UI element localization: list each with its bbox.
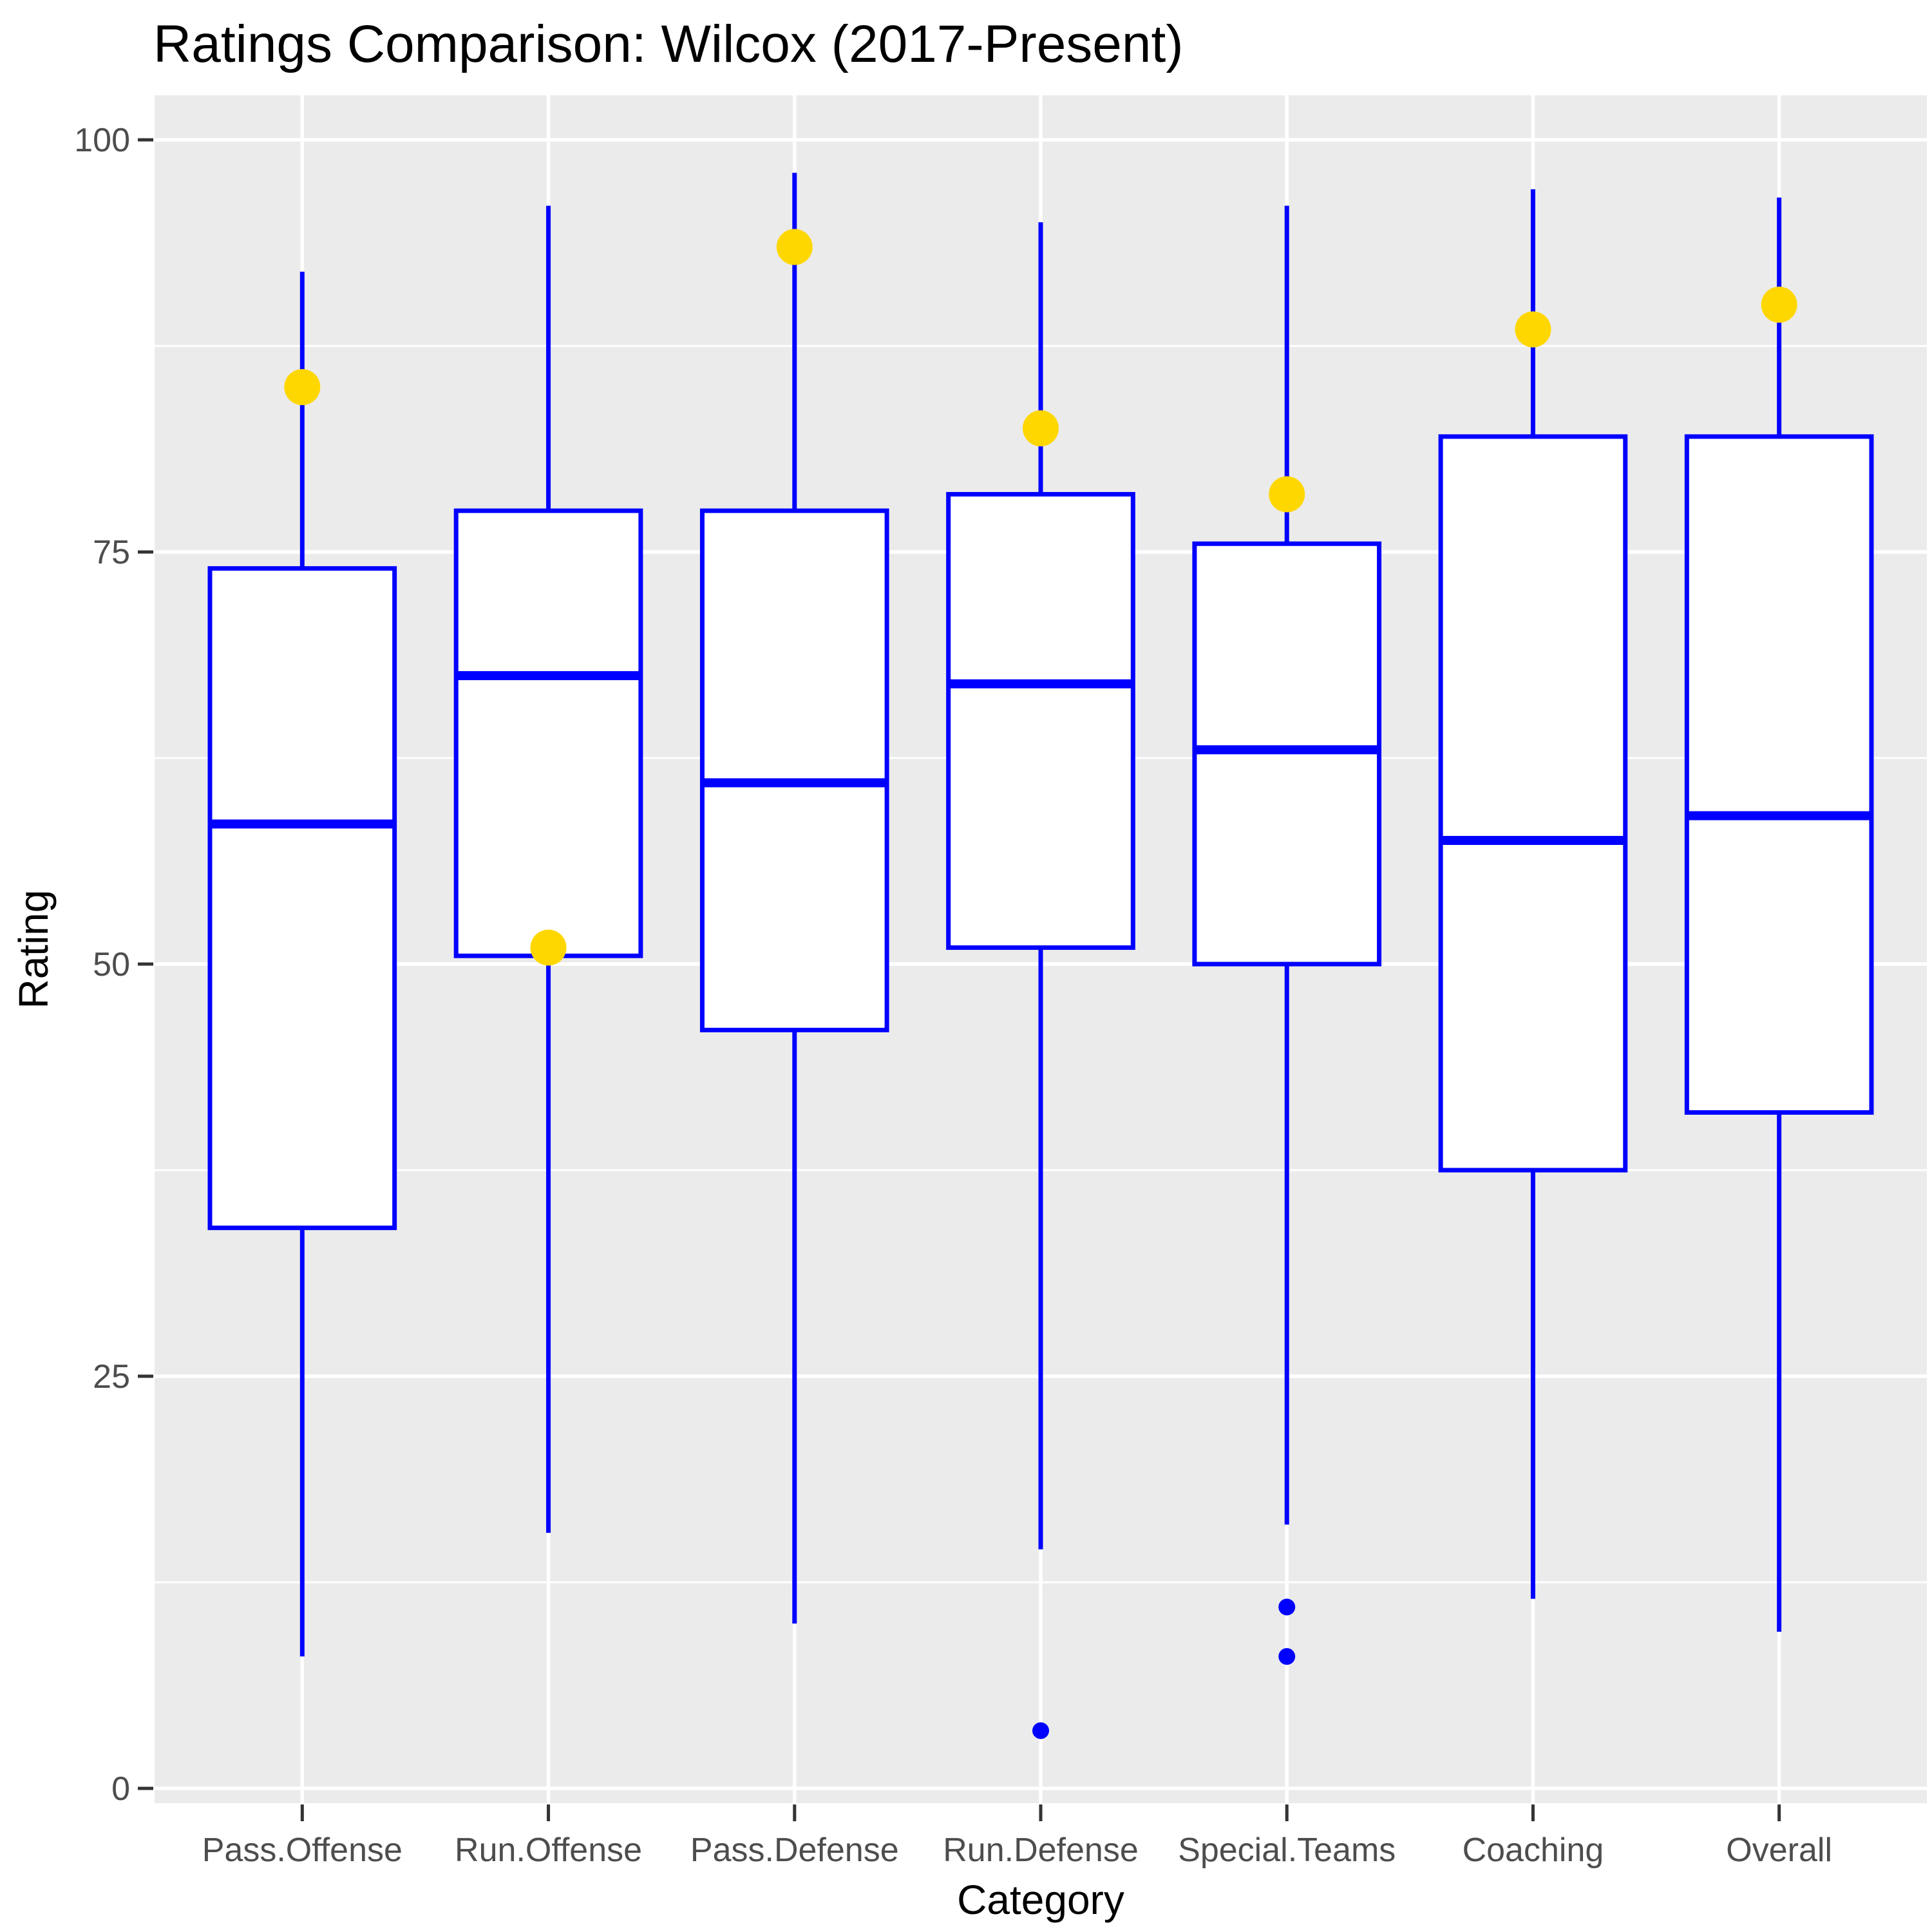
axis-layer: 0 25 50 75 100 Pass.Offense Run.Offense Pass.De… (74, 122, 1832, 1869)
y-tick-label-25: 25 (93, 1358, 130, 1396)
boxplot-coaching (1438, 189, 1628, 1599)
outlier-dot-special-teams-1 (1278, 1648, 1296, 1665)
iqr-box-coaching (1438, 434, 1628, 1173)
iqr-box-run-defense (946, 491, 1135, 950)
highlight-dot-pass-offense (284, 369, 321, 406)
x-tick-label-pass-defense: Pass.Defense (690, 1832, 899, 1869)
y-tick-label-50: 50 (93, 946, 130, 983)
x-tick-label-run-offense: Run.Offense (455, 1832, 642, 1869)
boxplot-pass-defense (699, 173, 889, 1624)
iqr-box-pass-defense (699, 508, 889, 1032)
iqr-box-pass-offense (207, 566, 397, 1231)
highlight-dot-run-offense (530, 929, 567, 966)
boxplot-pass-offense (207, 271, 397, 1657)
boxplot-overall (1684, 197, 1874, 1632)
x-tick-label-coaching: Coaching (1463, 1832, 1604, 1869)
chart-title: Ratings Comparison: Wilcox (2017-Present… (153, 15, 1184, 73)
y-tick-label-100: 100 (74, 122, 130, 159)
highlight-dot-run-defense (1023, 410, 1059, 447)
x-tick-label-pass-offense: Pass.Offense (202, 1832, 402, 1869)
iqr-box-overall (1684, 434, 1874, 1115)
outlier-dot-special-teams-0 (1278, 1598, 1296, 1616)
highlight-dot-pass-defense (776, 229, 813, 265)
x-tick-label-special-teams: Special.Teams (1178, 1832, 1396, 1869)
iqr-box-run-offense (453, 508, 643, 958)
boxplot-run-offense (453, 205, 643, 1533)
y-tick-label-75: 75 (93, 534, 130, 571)
x-axis-title: Category (957, 1877, 1124, 1923)
highlight-dot-coaching (1515, 311, 1551, 348)
y-tick-label-0: 0 (111, 1770, 130, 1808)
highlight-dot-overall (1761, 287, 1797, 323)
outlier-dot-run-defense-0 (1032, 1722, 1049, 1739)
x-tick-label-run-defense: Run.Defense (943, 1832, 1139, 1869)
highlight-dot-special-teams (1269, 476, 1305, 513)
boxplot-run-defense (946, 222, 1135, 1739)
y-axis-title: Rating (10, 890, 57, 1009)
x-tick-label-overall: Overall (1726, 1832, 1832, 1869)
boxplot-special-teams (1192, 205, 1382, 1665)
boxplot-layer (207, 173, 1874, 1739)
